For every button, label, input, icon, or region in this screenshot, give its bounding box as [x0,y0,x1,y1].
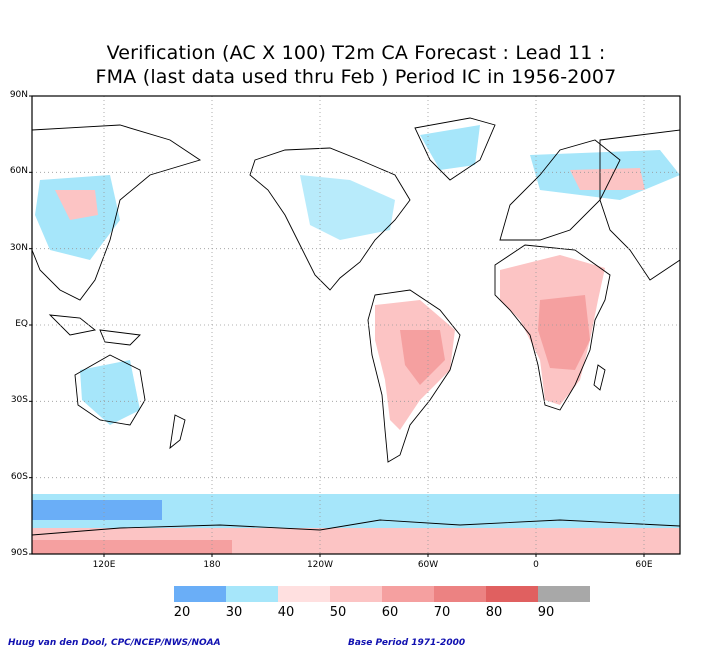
colorbar-label: 70 [433,605,451,620]
lat-label: 30S [10,395,28,406]
shade-africa-strong [538,295,590,370]
map-ticks [29,95,645,557]
colorbar-swatch [278,586,330,602]
shade-asia-pink [55,190,98,220]
coast-antarctica [31,519,681,536]
footer-credit: Huug van den Dool, CPC/NCEP/NWS/NOAA [8,638,221,648]
colorbar-swatch [330,586,382,602]
coast-asia-west [31,124,202,301]
shade-south-america-strong [400,330,445,385]
coast-madagascar [593,364,606,391]
colorbar-swatch [434,586,486,602]
lat-label: 60S [10,471,28,482]
colorbar-label: 20 [173,605,191,620]
shade-australia [80,360,140,425]
coast-europe [499,139,621,241]
coast-africa [494,244,611,411]
shade-greenland [420,125,480,170]
colorbar-swatch [538,586,590,602]
coast-new-zealand [169,414,186,450]
coast-australia [74,354,146,426]
map-grid [32,96,680,554]
colorbar-swatch [382,586,434,602]
colorbar-label: 60 [381,605,399,620]
lon-label: 60E [635,560,653,570]
shade-north-america [300,175,395,240]
map-title-line-2: FMA (last data used thru Feb ) Period IC… [95,66,617,88]
coastlines [31,117,681,536]
colorbar-label: 80 [485,605,503,620]
map-title-line-1: Verification (AC X 100) T2m CA Forecast … [106,42,606,64]
colorbar-label: 40 [277,605,295,620]
lon-label: 120E [92,560,116,570]
colorbar [174,586,590,602]
coast-indonesia [48,314,141,346]
footer-base-period: Base Period 1971-2000 [348,638,466,648]
coast-south-america [367,289,461,463]
colorbar-label: 90 [537,605,555,620]
colorbar-label: 50 [329,605,347,620]
coast-north-america [249,147,411,291]
lat-label: 90N [9,90,28,100]
lat-label: 60N [9,166,28,177]
colorbar-swatch [486,586,538,602]
lon-label: 180 [203,560,221,570]
colorbar-label: 30 [225,605,243,620]
lat-label: 30N [9,242,28,253]
lon-label: 120W [306,560,334,570]
lon-label: 0 [533,560,539,570]
lat-label: 90S [10,548,28,558]
colorbar-swatch [174,586,226,602]
shade-antarctic-pink-strong [32,540,232,554]
shade-eurasia-pink [570,168,645,190]
lat-label: EQ [15,319,28,329]
lon-label: 60W [417,560,439,570]
colorbar-swatch [226,586,278,602]
coast-greenland [414,117,496,181]
correlation-shading [32,125,680,554]
shade-antarctic-blue-strong [32,500,162,520]
